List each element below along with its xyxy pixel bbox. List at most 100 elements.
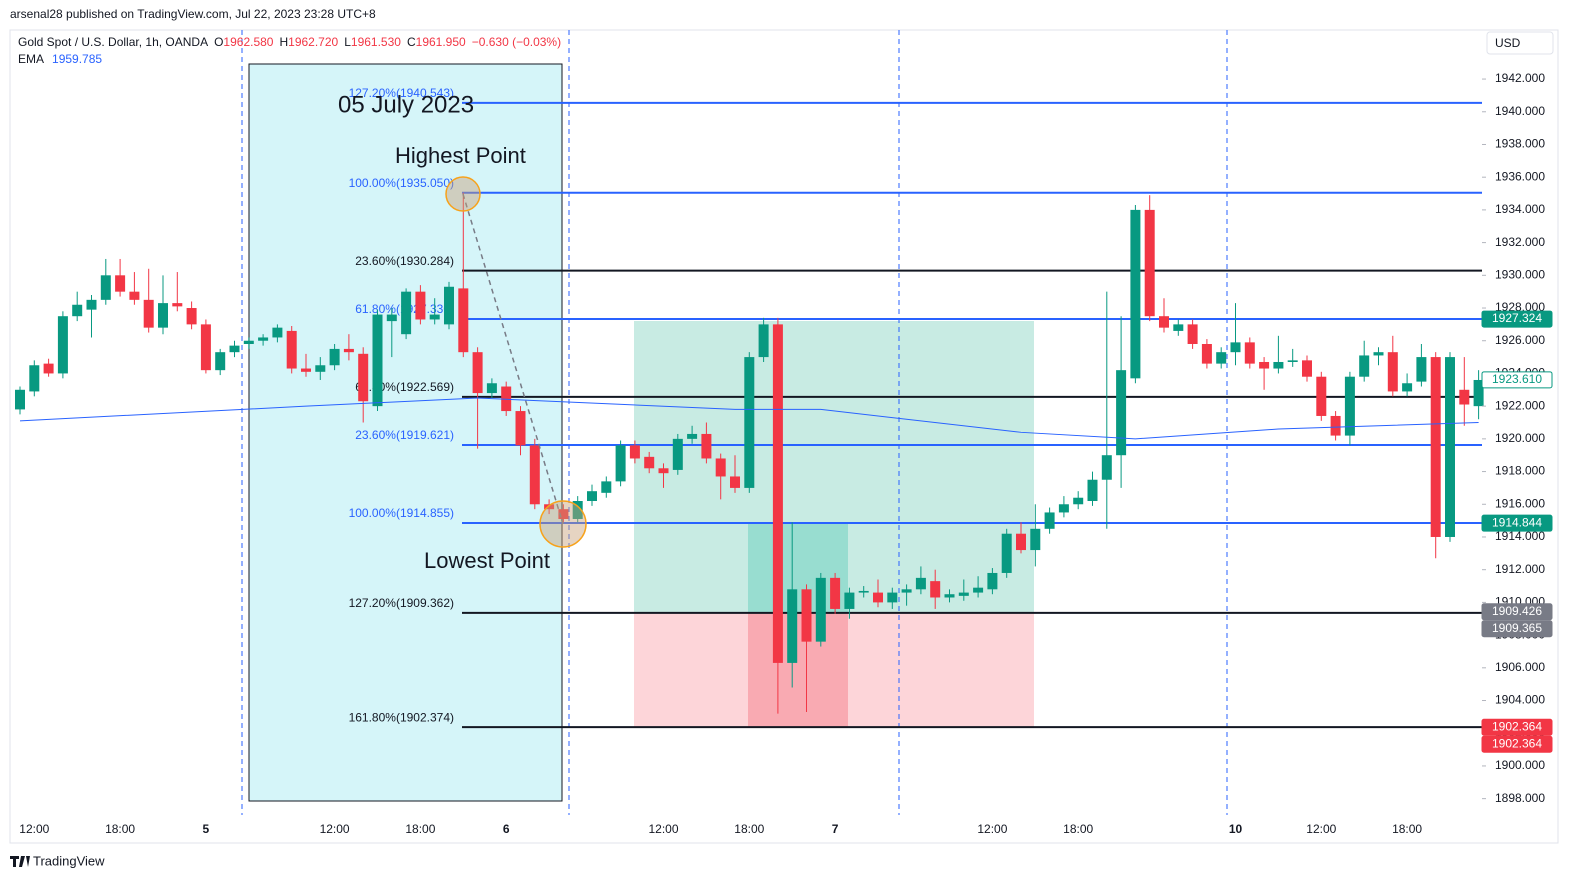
- price-badge: [1481, 603, 1553, 621]
- y-tick-label: 1930.000: [1495, 267, 1545, 281]
- candle-body: [1473, 379, 1484, 407]
- price-badge-label: 1909.365: [1492, 621, 1542, 635]
- y-tick-label: 1926.000: [1495, 333, 1545, 347]
- candle-body: [687, 433, 698, 439]
- high-marker: [445, 176, 481, 212]
- candle-body: [544, 504, 555, 510]
- candle-body: [887, 592, 898, 603]
- candle-body: [973, 587, 984, 593]
- brand: TradingView: [33, 853, 105, 868]
- candle-body: [830, 577, 841, 609]
- candle-body: [472, 352, 483, 394]
- y-tick-label: 1916.000: [1495, 496, 1545, 510]
- price-badge: [1481, 735, 1553, 753]
- fib-label: 161.80%(1902.374): [349, 710, 454, 724]
- x-tick-label: 12:00: [977, 822, 1007, 836]
- price-badge: [1481, 514, 1553, 532]
- candle-body: [629, 445, 640, 459]
- change: −0.630 (−0.03%): [472, 35, 561, 49]
- ema-legend: EMA 1959.785: [18, 52, 102, 66]
- candle-body: [57, 316, 68, 374]
- fib-label: 61.80%(1922.569): [355, 380, 454, 394]
- ohlc-value: 1962.580: [223, 35, 273, 49]
- candle-body: [1387, 352, 1398, 392]
- candle-body: [1259, 361, 1270, 369]
- candle-body: [1359, 355, 1370, 377]
- candle-body: [200, 324, 211, 371]
- candle-body: [258, 337, 269, 341]
- candle-body: [873, 592, 883, 603]
- y-tick-label: 1942.000: [1495, 71, 1545, 85]
- y-tick-label: 1906.000: [1495, 660, 1545, 674]
- candle-body: [415, 291, 426, 320]
- ohlc-value: 1961.950: [416, 35, 466, 49]
- candle-body: [572, 501, 583, 519]
- overlay-layer: 05 July 2023 Highest Point Lowest Point: [338, 91, 587, 573]
- currency-box[interactable]: [1486, 31, 1554, 55]
- ohlc-label: C: [407, 35, 416, 49]
- price-badge-label: 1909.426: [1492, 604, 1542, 618]
- candle-body: [644, 456, 655, 469]
- x-tick-label: 12:00: [320, 822, 350, 836]
- candle-body: [186, 308, 197, 325]
- candle-body: [1459, 389, 1470, 405]
- candle-body: [1344, 376, 1355, 436]
- fib-label: 127.20%(1940.543): [349, 86, 454, 100]
- candle-body: [758, 324, 769, 358]
- candle-body: [129, 291, 140, 300]
- price-badge-label: 1923.610: [1492, 372, 1542, 386]
- x-tick-label: 10: [1229, 822, 1243, 836]
- candle-body: [486, 383, 497, 394]
- candle-body: [1273, 361, 1284, 369]
- candle-body: [787, 589, 798, 663]
- published-note: arsenal28 published on TradingView.com, …: [10, 7, 376, 21]
- background-layer: [9, 29, 1559, 844]
- candle-body: [272, 327, 283, 338]
- symbol: Gold Spot / U.S. Dollar, 1h, OANDA O1962.…: [18, 35, 561, 49]
- candle-body: [1030, 528, 1041, 551]
- candle-body: [29, 365, 40, 392]
- candle-body: [43, 363, 54, 374]
- candle-body: [901, 589, 912, 593]
- x-tick-label: 7: [832, 822, 839, 836]
- candle-body: [1116, 370, 1127, 456]
- annotation: Highest Point: [395, 143, 526, 168]
- swing-line: [462, 193, 564, 525]
- candle-body: [1187, 324, 1198, 344]
- y-tick-label: 1898.000: [1495, 791, 1545, 805]
- candle-body: [143, 299, 154, 328]
- chart-frame: [9, 29, 1559, 844]
- y-tick-label: 1914.000: [1495, 529, 1545, 543]
- fib-label: 127.20%(1909.362): [349, 596, 454, 610]
- price-badge-label: 1914.844: [1492, 515, 1542, 529]
- candle-body: [1044, 512, 1055, 529]
- candle-body: [72, 304, 83, 317]
- ema-value: 1959.785: [52, 52, 102, 66]
- x-tick-label: 12:00: [648, 822, 678, 836]
- candle-body: [401, 291, 412, 335]
- candle-body: [1016, 533, 1026, 551]
- candles-layer: [15, 192, 1484, 714]
- candle-body: [1130, 209, 1141, 379]
- candle-body: [1230, 342, 1241, 353]
- candle-body: [1216, 352, 1227, 364]
- currency[interactable]: USD: [1495, 36, 1521, 50]
- candle-body: [172, 303, 183, 307]
- x-tick-label: 5: [203, 822, 210, 836]
- candle-body: [715, 458, 726, 477]
- candle-body: [1373, 352, 1384, 356]
- x-tick-label: 18:00: [1392, 822, 1422, 836]
- candle-body: [1144, 209, 1155, 317]
- candle-body: [515, 411, 526, 446]
- candle-body: [100, 275, 111, 300]
- price-badge-label: 1927.324: [1492, 311, 1542, 325]
- fib-label: 23.60%(1930.284): [355, 254, 454, 268]
- y-tick-label: 1940.000: [1495, 104, 1545, 118]
- candle-body: [315, 365, 326, 372]
- price-badge: [1481, 310, 1553, 328]
- candle-body: [243, 340, 254, 344]
- x-tick-label: 18:00: [1063, 822, 1093, 836]
- candle-body: [615, 445, 626, 482]
- candle-body: [801, 589, 812, 642]
